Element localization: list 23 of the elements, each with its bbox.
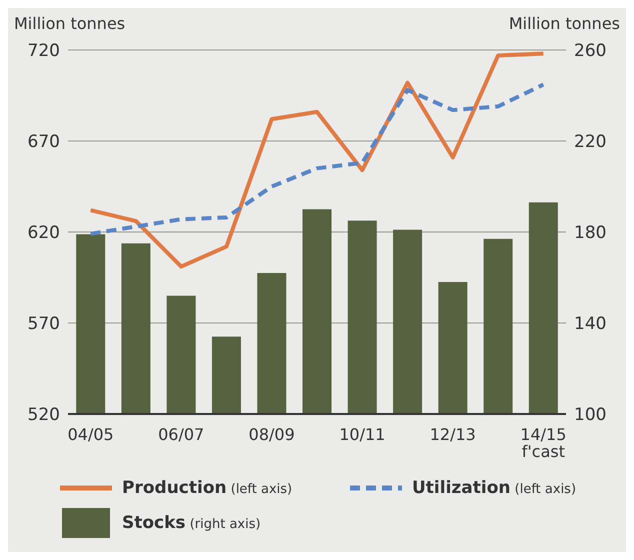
x-tick-label: 04/05: [68, 425, 114, 444]
line-series: [88, 52, 546, 269]
x-tick-label: 08/09: [248, 425, 295, 444]
y2-axis-title: Million tonnes: [508, 14, 620, 33]
y2-tick-label: 140: [574, 314, 606, 334]
legend-label: Utilization (left axis): [412, 478, 576, 498]
line-series: [88, 82, 546, 236]
y2-tick-label: 100: [574, 405, 606, 426]
y2-tick-label: 180: [574, 223, 606, 244]
legend-label: Stocks (right axis): [122, 513, 261, 533]
x-tick-label: 12/13: [430, 425, 476, 444]
y-tick-label: 620: [28, 223, 60, 244]
y2-tick-label: 260: [574, 41, 606, 62]
y-tick-label: 520: [28, 405, 60, 426]
x-tick-label: 10/11: [339, 425, 386, 444]
y-tick-label: 670: [28, 132, 60, 152]
x-tick-label: 14/15 f'cast: [520, 425, 566, 461]
legend-label: Production (left axis): [122, 478, 292, 498]
y-axis-title: Million tonnes: [14, 14, 126, 33]
y-tick-label: 720: [28, 41, 60, 62]
y2-tick-label: 220: [574, 132, 606, 152]
x-tick-label: 06/07: [158, 425, 204, 444]
y-tick-label: 570: [28, 314, 60, 334]
